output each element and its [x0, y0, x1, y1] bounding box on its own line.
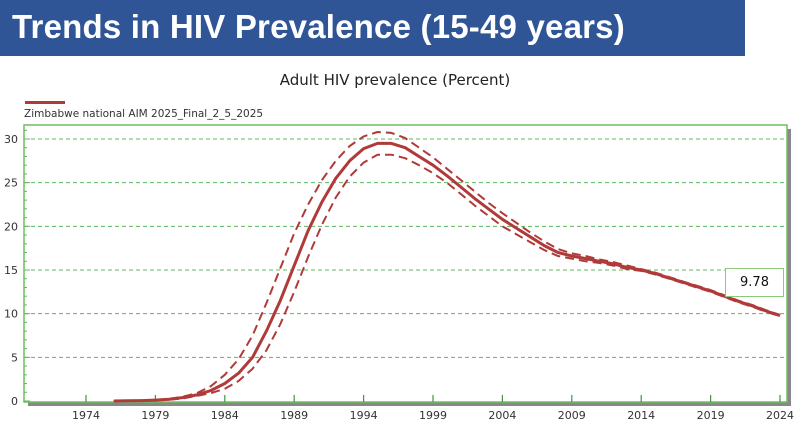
- x-tick-label: 2009: [558, 409, 586, 422]
- x-tick-label: 1989: [280, 409, 308, 422]
- value-callout: 9.78: [725, 268, 784, 297]
- y-tick-label: 25: [4, 177, 18, 190]
- x-tick-label: 2019: [697, 409, 725, 422]
- y-tick-label: 0: [11, 395, 18, 408]
- series-line-lower-bound: [113, 153, 781, 402]
- x-tick-label: 2014: [627, 409, 655, 422]
- x-tick-label: 1979: [141, 409, 169, 422]
- title-banner: Trends in HIV Prevalence (15-49 years): [0, 0, 745, 56]
- x-tick-label: 1999: [419, 409, 447, 422]
- legend-swatch: [25, 101, 65, 104]
- x-tick-label: 2024: [766, 409, 794, 422]
- y-tick-label: 5: [11, 351, 18, 364]
- x-tick-label: 2004: [488, 409, 516, 422]
- x-tick-label: 1974: [72, 409, 100, 422]
- plot-frame: [23, 124, 788, 403]
- slide-title: Trends in HIV Prevalence (15-49 years): [12, 8, 625, 45]
- series-line-upper-bound: [113, 131, 781, 402]
- y-tick-label: 15: [4, 264, 18, 277]
- y-tick-label: 10: [4, 308, 18, 321]
- x-tick-label: 1994: [350, 409, 378, 422]
- y-tick-label: 30: [4, 133, 18, 146]
- chart-title: Adult HIV prevalence (Percent): [279, 71, 511, 89]
- x-tick-label: 1984: [211, 409, 239, 422]
- y-tick-label: 20: [4, 220, 18, 233]
- legend-label: Zimbabwe national AIM 2025_Final_2_5_202…: [24, 108, 264, 120]
